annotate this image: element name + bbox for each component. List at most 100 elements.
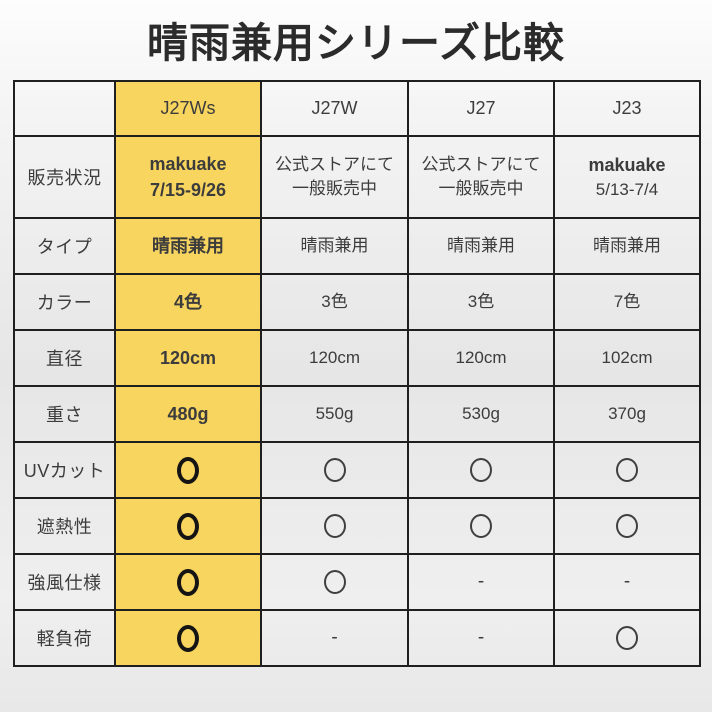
- cell-line: 480g: [167, 404, 209, 425]
- value-cell: 120cm: [260, 329, 409, 388]
- value-cell: [407, 497, 555, 556]
- cell-line: 120cm: [455, 347, 507, 367]
- table-row: 遮熱性: [13, 497, 701, 556]
- cell-line: 一般販売中: [292, 179, 377, 199]
- cell-line: 5/13-7/4: [595, 179, 659, 199]
- table-row: 軽負荷 - -: [13, 609, 701, 668]
- cell-line: 晴雨兼用: [447, 235, 515, 255]
- circle-mark: [470, 514, 492, 539]
- value-cell: 晴雨兼用: [260, 217, 409, 276]
- circle-mark: [616, 626, 638, 651]
- circle-mark: [323, 570, 346, 595]
- value-cell: [260, 441, 409, 500]
- value-cell: [553, 497, 701, 556]
- circle-mark: [616, 458, 638, 483]
- cell-line: 3色: [467, 291, 495, 311]
- value-cell: 4色: [114, 273, 262, 332]
- value-cell: 晴雨兼用: [553, 217, 701, 276]
- value-cell: 370g: [553, 385, 701, 444]
- column-header-blank: [13, 80, 116, 138]
- value-cell: 102cm: [553, 329, 701, 388]
- value-cell: 120cm: [407, 329, 555, 388]
- dash-mark: -: [331, 627, 338, 649]
- cell-line: 550g: [315, 403, 354, 423]
- table-row: UVカット: [13, 441, 701, 500]
- table-row: 販売状況 makuake 7/15-9/26 公式ストアにて 一般販売中 公式ストアにて一…: [13, 135, 701, 220]
- row-label: 直径: [13, 329, 116, 388]
- column-header-j27w: J27W: [260, 80, 409, 138]
- row-label: タイプ: [13, 217, 116, 276]
- value-cell: 550g: [260, 385, 409, 444]
- value-cell: 120cm: [114, 329, 262, 388]
- circle-mark: [177, 456, 199, 484]
- column-header-j27: J27: [407, 80, 555, 138]
- table-row: 直径 120cm 120cm 120cm 102cm: [13, 329, 701, 388]
- cell-line: 530g: [462, 403, 500, 423]
- value-cell: [114, 553, 262, 612]
- value-cell: -: [407, 553, 555, 612]
- cell-line: 一般販売中: [438, 179, 524, 199]
- cell-line: 7色: [613, 291, 641, 311]
- cell-line: makuake: [588, 154, 666, 175]
- circle-mark: [177, 568, 199, 596]
- circle-mark: [323, 514, 346, 539]
- row-label: 重さ: [13, 385, 116, 444]
- dash-mark: -: [477, 571, 485, 593]
- value-cell: 530g: [407, 385, 555, 444]
- cell-line: makuake: [149, 154, 227, 175]
- cell-line: 4色: [173, 292, 202, 313]
- value-cell: -: [407, 609, 555, 668]
- cell-line: 120cm: [159, 348, 217, 369]
- value-cell: [553, 441, 701, 500]
- value-cell: [114, 497, 262, 556]
- row-label: 遮熱性: [13, 497, 116, 556]
- value-cell: [114, 609, 262, 668]
- cell-line: 102cm: [601, 347, 653, 367]
- value-cell: makuake 7/15-9/26: [114, 135, 262, 220]
- dash-mark: -: [623, 571, 631, 593]
- cell-line: 公式ストアにて: [421, 154, 541, 174]
- value-cell: 480g: [114, 385, 262, 444]
- value-cell: 公式ストアにて 一般販売中: [407, 135, 555, 220]
- circle-mark: [177, 624, 199, 652]
- value-cell: makuake 5/13-7/4: [553, 135, 701, 220]
- circle-mark: [616, 514, 638, 539]
- value-cell: [407, 441, 555, 500]
- value-cell: -: [553, 553, 701, 612]
- value-cell: 3色: [260, 273, 409, 332]
- value-cell: 3色: [407, 273, 555, 332]
- cell-line: 晴雨兼用: [300, 235, 369, 255]
- cell-line: 3色: [321, 291, 348, 311]
- row-label: 強風仕様: [13, 553, 116, 612]
- page-title: 晴雨兼用シリーズ比較: [147, 20, 565, 66]
- table-row: タイプ 晴雨兼用 晴雨兼用 晴雨兼用 晴雨兼用: [13, 217, 701, 276]
- value-cell: 晴雨兼用: [114, 217, 262, 276]
- circle-mark: [470, 458, 492, 483]
- value-cell: 晴雨兼用: [407, 217, 555, 276]
- cell-line: 晴雨兼用: [152, 236, 224, 257]
- column-header-j27ws: J27Ws: [114, 80, 262, 138]
- comparison-table: J27Ws J27W J27 J23 販売状況 makuake 7/15-9/26 公式スト…: [13, 80, 701, 668]
- value-cell: [553, 609, 701, 668]
- value-cell: -: [260, 609, 409, 668]
- circle-mark: [323, 458, 346, 483]
- header-row: J27Ws J27W J27 J23: [13, 80, 701, 138]
- row-label: 販売状況: [13, 135, 116, 220]
- value-cell: [260, 497, 409, 556]
- row-label: 軽負荷: [13, 609, 116, 668]
- value-cell: [260, 553, 409, 612]
- cell-line: 120cm: [308, 347, 361, 367]
- cell-line: 公式ストアにて: [275, 154, 394, 174]
- column-header-j23: J23: [553, 80, 701, 138]
- table-row: カラー 4色 3色 3色 7色: [13, 273, 701, 332]
- table-row: 重さ 480g 550g 530g 370g: [13, 385, 701, 444]
- cell-line: 370g: [608, 403, 646, 423]
- cell-line: 7/15-9/26: [149, 180, 227, 201]
- circle-mark: [177, 512, 199, 540]
- table-body: 販売状況 makuake 7/15-9/26 公式ストアにて 一般販売中 公式ストアにて一…: [13, 135, 701, 668]
- row-label: カラー: [13, 273, 116, 332]
- value-cell: 7色: [553, 273, 701, 332]
- table-row: 強風仕様 - -: [13, 553, 701, 612]
- row-label: UVカット: [13, 441, 116, 500]
